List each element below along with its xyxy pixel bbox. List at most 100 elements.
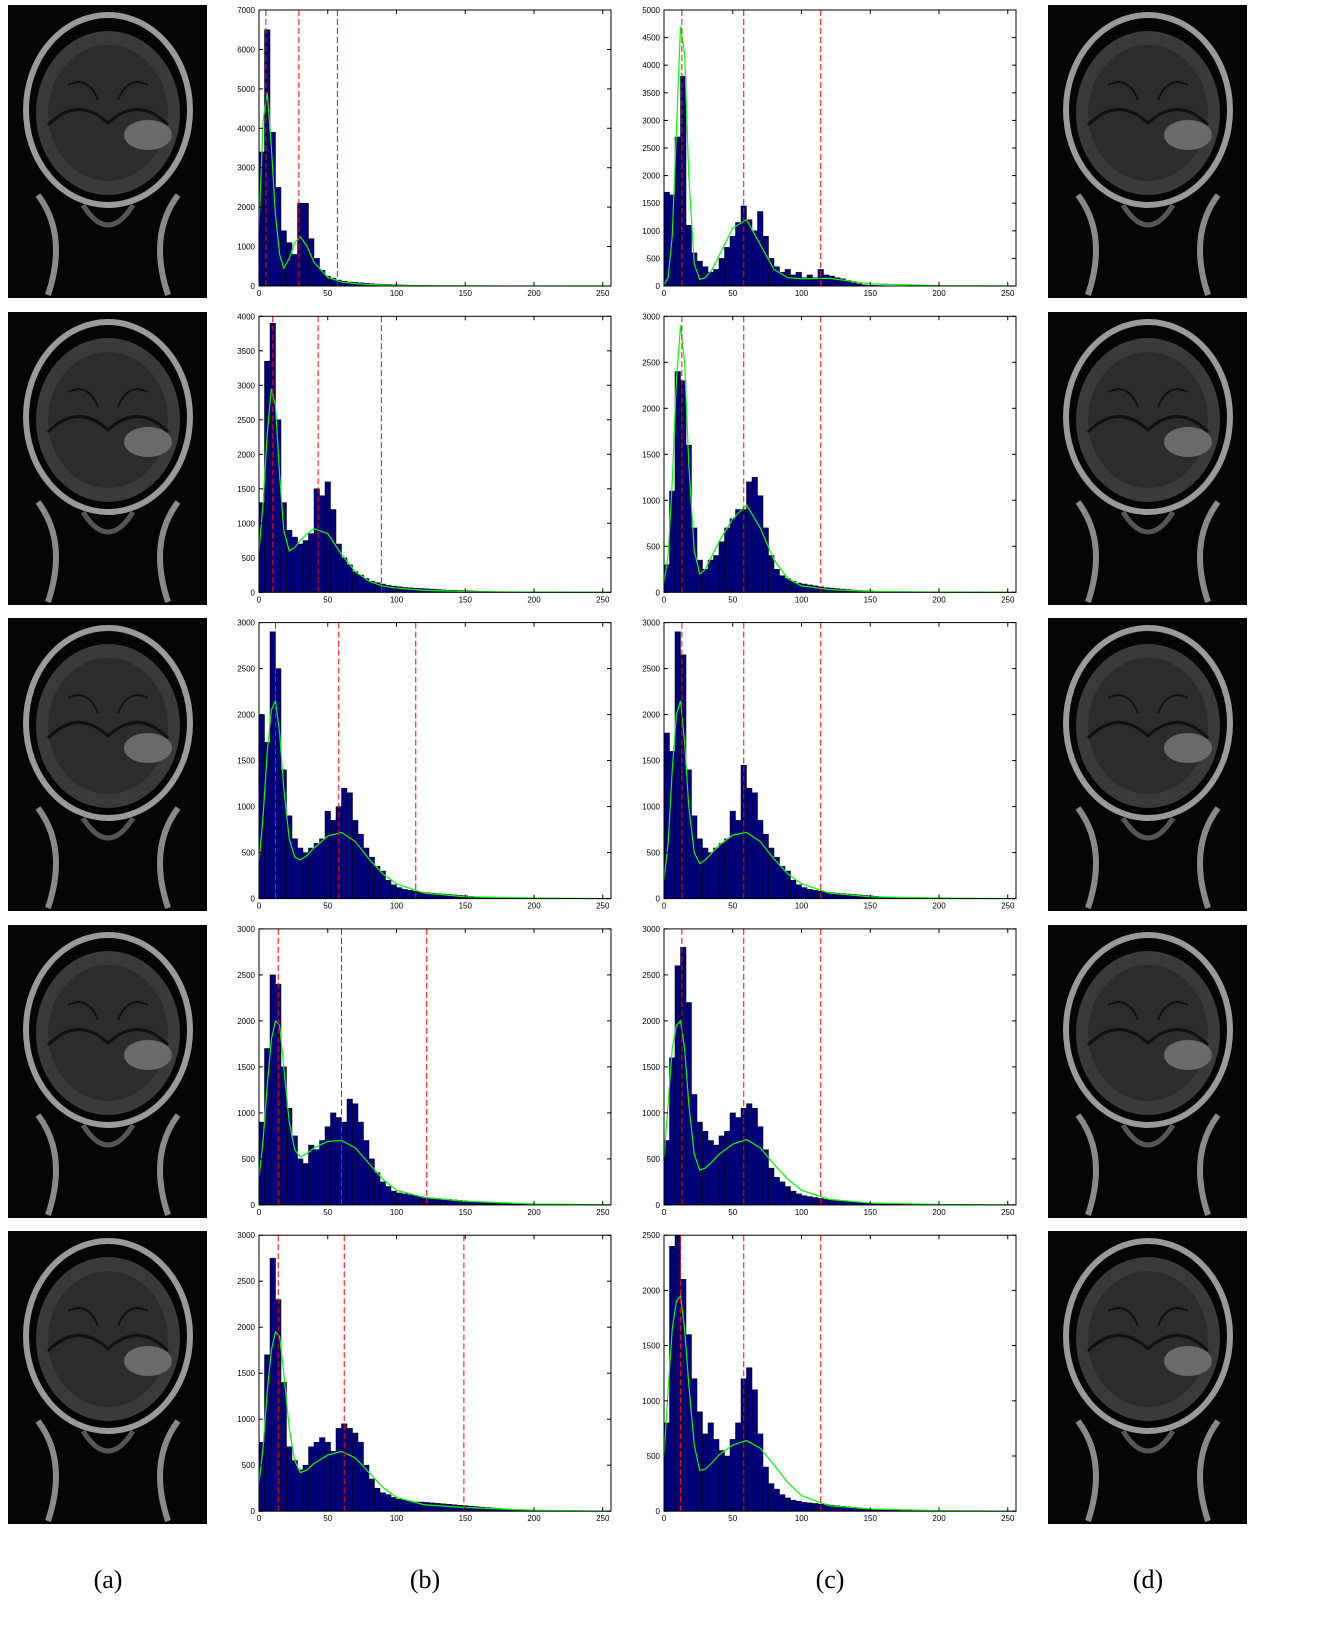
- bar: [762, 236, 769, 287]
- bar: [308, 533, 315, 593]
- y-tick-label: 500: [242, 1461, 256, 1470]
- y-tick-label: 0: [251, 1507, 256, 1516]
- y-tick-label: 4000: [237, 312, 255, 321]
- x-tick-label: 200: [527, 289, 541, 298]
- bar: [680, 75, 687, 287]
- bar: [313, 488, 320, 593]
- y-tick-label: 0: [251, 895, 256, 904]
- x-tick-label: 50: [728, 595, 737, 604]
- bar: [374, 1172, 381, 1206]
- y-tick-label: 2000: [237, 711, 255, 720]
- y-tick-label: 500: [647, 849, 661, 858]
- bar: [445, 1504, 452, 1512]
- bar: [390, 1497, 397, 1512]
- bar: [729, 810, 736, 899]
- bar: [735, 820, 742, 899]
- bar: [335, 1428, 342, 1512]
- x-tick-label: 0: [257, 902, 262, 911]
- bar: [330, 820, 337, 899]
- bar: [374, 1487, 381, 1512]
- bar: [313, 1149, 320, 1206]
- bar: [757, 495, 764, 593]
- bar: [751, 1108, 758, 1206]
- x-tick-label: 0: [662, 902, 667, 911]
- y-tick-label: 0: [656, 1201, 661, 1210]
- bar: [768, 555, 775, 593]
- bar: [440, 1503, 447, 1512]
- mri-image: [8, 1231, 207, 1524]
- bar: [812, 1503, 819, 1512]
- bar: [674, 1234, 681, 1512]
- bar: [718, 1450, 725, 1512]
- bar: [806, 1502, 813, 1512]
- bar: [779, 1494, 786, 1512]
- bar: [357, 574, 364, 593]
- bar: [751, 1389, 758, 1512]
- x-tick-label: 100: [795, 289, 809, 298]
- y-tick-label: 0: [656, 588, 661, 597]
- bar: [762, 833, 769, 899]
- x-tick-label: 250: [596, 595, 610, 604]
- bar: [757, 820, 764, 899]
- x-tick-label: 0: [662, 595, 667, 604]
- bar: [735, 1117, 742, 1206]
- bar: [762, 1149, 769, 1206]
- y-tick-label: 500: [242, 554, 256, 563]
- bar: [264, 360, 271, 593]
- bar: [685, 769, 692, 899]
- bar: [812, 585, 819, 593]
- bar: [319, 1437, 326, 1512]
- bar: [674, 965, 681, 1206]
- bar: [346, 1098, 353, 1206]
- y-tick-label: 1500: [237, 485, 255, 494]
- plot-area: [664, 316, 1016, 593]
- y-tick-label: 1000: [642, 496, 660, 505]
- bar: [806, 889, 813, 899]
- fit-curve: [258, 388, 610, 593]
- fit-curve: [258, 698, 610, 900]
- caption: (c): [816, 1565, 845, 1594]
- bar: [751, 477, 758, 593]
- y-tick-label: 3000: [642, 925, 660, 934]
- bar: [674, 631, 681, 899]
- bar: [319, 1140, 326, 1206]
- y-tick-label: 7000: [237, 6, 255, 15]
- bar: [308, 1144, 315, 1206]
- y-tick-label: 1000: [642, 227, 660, 236]
- bar: [746, 1367, 753, 1512]
- bar: [363, 1140, 370, 1206]
- bar: [324, 1126, 331, 1206]
- bar: [352, 1103, 359, 1206]
- bar: [806, 274, 813, 287]
- x-tick-label: 150: [459, 595, 473, 604]
- x-tick-label: 250: [596, 1514, 610, 1523]
- bar: [330, 1112, 337, 1206]
- bar: [357, 833, 364, 899]
- bar: [801, 887, 808, 899]
- bar: [396, 1498, 403, 1512]
- bar: [297, 847, 304, 899]
- bar: [773, 1177, 780, 1206]
- mri-image: [1048, 5, 1247, 298]
- y-tick-label: 2500: [642, 971, 660, 980]
- y-tick-label: 0: [656, 1507, 661, 1516]
- y-tick-label: 500: [647, 542, 661, 551]
- x-tick-label: 250: [1001, 289, 1015, 298]
- plot-area: [664, 10, 1016, 286]
- bar: [330, 1451, 337, 1512]
- caption: (d): [1133, 1565, 1163, 1594]
- bar: [757, 1433, 764, 1512]
- x-tick-label: 200: [932, 1514, 946, 1523]
- mri-image: [8, 312, 207, 605]
- x-tick-label: 200: [527, 1514, 541, 1523]
- bar: [352, 820, 359, 899]
- bar: [718, 1135, 725, 1206]
- x-tick-label: 100: [390, 289, 404, 298]
- y-tick-label: 1000: [237, 519, 255, 528]
- x-tick-label: 0: [662, 1514, 667, 1523]
- x-tick-label: 150: [864, 1208, 878, 1217]
- y-tick-label: 3000: [237, 1231, 255, 1240]
- bar: [357, 1441, 364, 1512]
- bar: [280, 230, 287, 287]
- y-tick-label: 0: [656, 282, 661, 291]
